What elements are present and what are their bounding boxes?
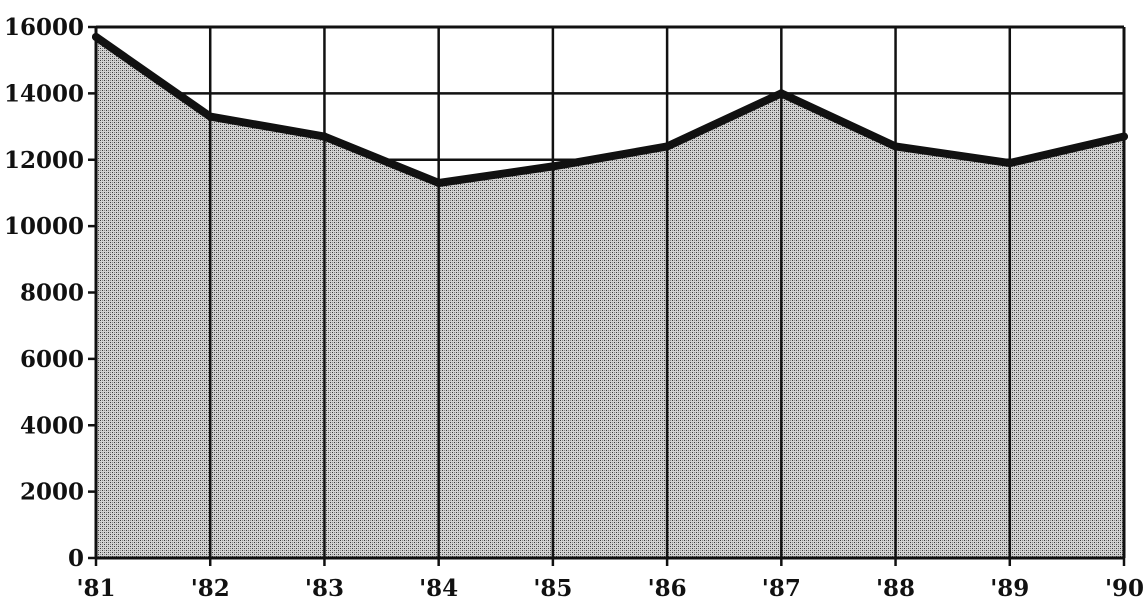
data-point: [320, 132, 329, 141]
data-point: [891, 142, 900, 151]
area-fill: [96, 36, 1124, 559]
x-tick-label: '89: [990, 575, 1029, 602]
y-tick-label: 10000: [4, 213, 84, 240]
y-tick-label: 14000: [4, 80, 84, 107]
y-tick-label: 0: [68, 545, 84, 572]
y-tick-label: 4000: [20, 412, 84, 439]
x-axis-ticks: '81 '82 '83 '84 '85 '86 '87 '88 '89 '90: [76, 558, 1144, 602]
y-tick-label: 12000: [4, 147, 84, 174]
x-tick-label: '86: [648, 575, 687, 602]
data-point: [548, 162, 557, 171]
series-line-path: [92, 32, 1128, 187]
x-tick-label: '83: [305, 575, 344, 602]
x-tick-label: '87: [762, 575, 801, 602]
x-tick-label: '85: [533, 575, 572, 602]
x-tick-label: '84: [419, 575, 458, 602]
y-tick-label: 8000: [20, 280, 84, 307]
data-point: [777, 89, 786, 98]
y-axis-ticks: 0 2000 4000 6000 8000 10000 12000 14000 16000: [4, 14, 96, 572]
x-tick-label: '88: [876, 575, 915, 602]
x-tick-label: '82: [191, 575, 230, 602]
y-tick-label: 6000: [20, 346, 84, 373]
data-point: [1005, 159, 1014, 168]
x-tick-label: '90: [1105, 575, 1144, 602]
x-tick-label: '81: [76, 575, 115, 602]
y-tick-label: 2000: [20, 479, 84, 506]
y-tick-label: 16000: [4, 14, 84, 41]
data-point: [434, 178, 443, 187]
data-point: [663, 142, 672, 151]
area-fill-region: [96, 36, 1124, 559]
data-point: [206, 112, 215, 121]
